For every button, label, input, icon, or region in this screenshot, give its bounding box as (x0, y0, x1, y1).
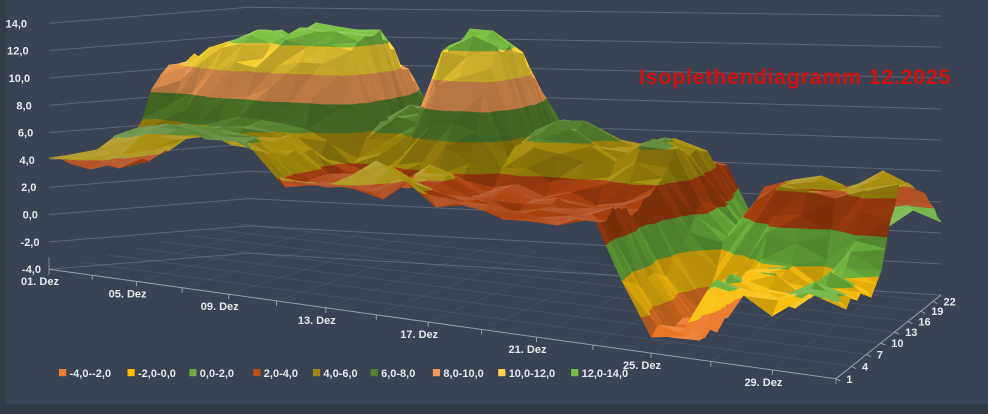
svg-text:1: 1 (846, 374, 852, 386)
svg-text:19: 19 (931, 306, 943, 318)
svg-text:8,0-10,0: 8,0-10,0 (443, 368, 483, 380)
svg-text:6,0-8,0: 6,0-8,0 (381, 368, 415, 380)
svg-text:4: 4 (862, 361, 869, 373)
svg-text:13: 13 (905, 327, 917, 339)
svg-text:21. Dez: 21. Dez (509, 344, 547, 356)
svg-text:-4,0: -4,0 (22, 264, 41, 276)
svg-text:12,0: 12,0 (7, 46, 28, 58)
svg-text:05. Dez: 05. Dez (109, 288, 147, 300)
svg-text:29. Dez: 29. Dez (744, 377, 782, 389)
svg-text:16: 16 (918, 316, 930, 328)
svg-text:-2,0: -2,0 (21, 237, 40, 249)
svg-text:17. Dez: 17. Dez (400, 329, 438, 341)
svg-text:25. Dez: 25. Dez (623, 360, 661, 372)
svg-text:2,0: 2,0 (21, 182, 36, 194)
svg-text:10,0: 10,0 (9, 73, 30, 85)
svg-text:-4,0--2,0: -4,0--2,0 (70, 368, 112, 380)
svg-text:7: 7 (877, 350, 883, 362)
svg-text:4,0: 4,0 (20, 155, 35, 167)
svg-text:2,0-4,0: 2,0-4,0 (264, 368, 298, 380)
svg-text:Isoplethendiagramm 12.2025: Isoplethendiagramm 12.2025 (639, 65, 951, 89)
svg-text:10,0-12,0: 10,0-12,0 (509, 368, 555, 380)
svg-text:12,0-14,0: 12,0-14,0 (582, 368, 628, 380)
svg-text:0,0-2,0: 0,0-2,0 (200, 368, 234, 380)
svg-text:22: 22 (944, 296, 956, 308)
svg-text:4,0-6,0: 4,0-6,0 (323, 368, 357, 380)
svg-text:0,0: 0,0 (23, 210, 38, 222)
svg-text:13. Dez: 13. Dez (298, 315, 336, 327)
svg-text:8,0: 8,0 (16, 100, 31, 112)
svg-text:6,0: 6,0 (18, 128, 33, 140)
svg-text:14,0: 14,0 (6, 18, 27, 30)
svg-text:01. Dez: 01. Dez (21, 276, 59, 288)
svg-text:09. Dez: 09. Dez (201, 301, 239, 313)
svg-text:-2,0-0,0: -2,0-0,0 (138, 368, 176, 380)
svg-text:10: 10 (891, 338, 903, 350)
